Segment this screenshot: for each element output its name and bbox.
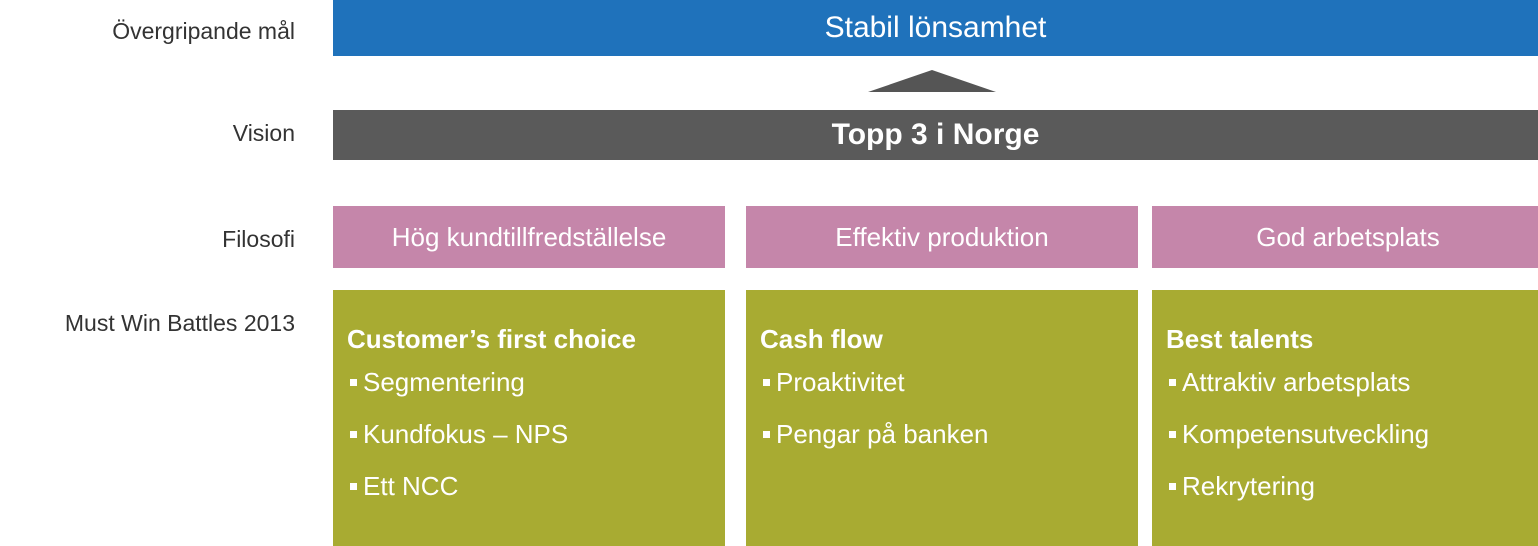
- battle-list: Attraktiv arbetsplats Kompetensutveckling…: [1166, 367, 1538, 523]
- arrow: [868, 70, 996, 92]
- battle-item: Segmentering: [347, 367, 725, 419]
- goal-bar: Stabil lönsamhet: [333, 0, 1538, 56]
- battle-list: Proaktivitet Pengar på banken: [760, 367, 1138, 471]
- battle-title: Best talents: [1166, 324, 1314, 354]
- row-label: Must Win Battles 2013: [64, 310, 295, 336]
- row-label: Filosofi: [222, 226, 295, 252]
- battle-item: Kundfokus – NPS: [347, 419, 725, 471]
- row-label: Övergripande mål: [112, 18, 295, 44]
- vision-bar: Topp 3 i Norge: [333, 110, 1538, 160]
- philosophy-box: Effektiv produktion: [746, 206, 1138, 268]
- battle-item: Ett NCC: [347, 471, 725, 523]
- battle-item: Proaktivitet: [760, 367, 1138, 419]
- philosophy-box: God arbetsplats: [1152, 206, 1538, 268]
- battle-item: Pengar på banken: [760, 419, 1138, 471]
- philosophy-box: Hög kundtillfredställelse: [333, 206, 725, 268]
- row-label: Vision: [232, 120, 295, 146]
- battle-title: Customer’s first choice: [347, 324, 636, 354]
- battle-box: Best talents Attraktiv arbetsplats Kompete…: [1152, 290, 1538, 546]
- battle-box: Customer’s first choice Segmentering Kundf…: [333, 290, 725, 546]
- battle-item: Attraktiv arbetsplats: [1166, 367, 1538, 419]
- battle-item: Kompetensutveckling: [1166, 419, 1538, 471]
- battle-item: Rekrytering: [1166, 471, 1538, 523]
- battle-title: Cash flow: [760, 324, 883, 354]
- battle-list: Segmentering Kundfokus – NPS Ett NCC: [347, 367, 725, 523]
- battle-box: Cash flow Proaktivitet Pengar på banken: [746, 290, 1138, 546]
